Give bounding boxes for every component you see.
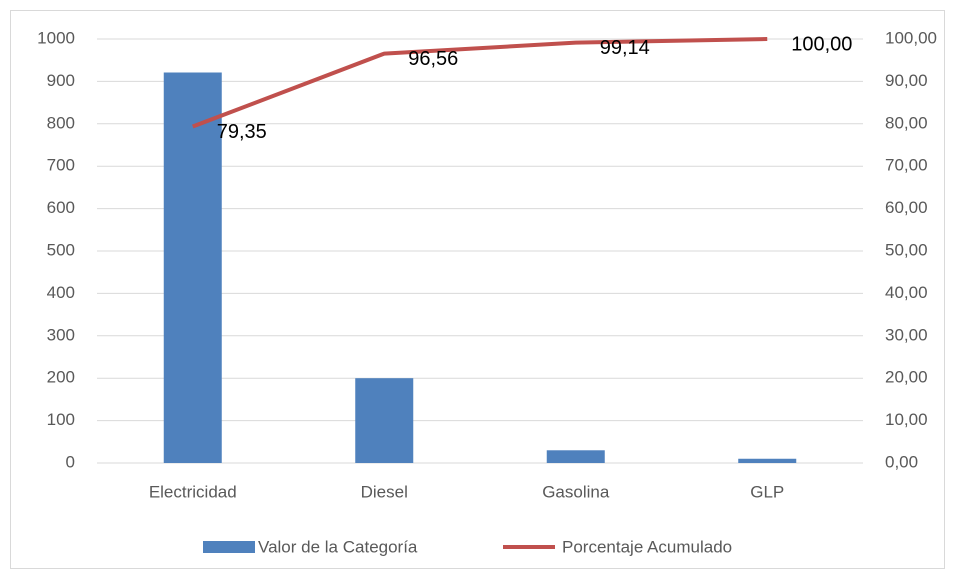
y-tick-label: 800 (47, 113, 75, 132)
y-tick-label: 600 (47, 198, 75, 217)
y-tick-label: 300 (47, 325, 75, 344)
data-label: 99,14 (600, 37, 650, 59)
y2-tick-label: 20,00 (885, 368, 928, 387)
data-label: 79,35 (217, 121, 267, 143)
y2-tick-label: 50,00 (885, 240, 928, 259)
y2-tick-label: 100,00 (885, 28, 937, 47)
y2-tick-label: 80,00 (885, 113, 928, 132)
x-tick-label: Gasolina (542, 482, 610, 501)
x-tick-label: GLP (750, 482, 784, 501)
data-label: 96,56 (408, 48, 458, 70)
line (192, 37, 768, 129)
data-label: 100,00 (791, 33, 852, 55)
y2-tick-label: 70,00 (885, 156, 928, 175)
bar (163, 72, 222, 463)
y2-tick-label: 0,00 (885, 452, 918, 471)
y-tick-label: 200 (47, 368, 75, 387)
y-tick-label: 700 (47, 156, 75, 175)
y2-tick-label: 30,00 (885, 325, 928, 344)
legend-label: Porcentaje Acumulado (562, 537, 732, 556)
bar (738, 458, 797, 463)
legend-label: Valor de la Categoría (258, 537, 418, 556)
y-tick-label: 0 (66, 452, 75, 471)
y-tick-label: 400 (47, 283, 75, 302)
y2-tick-label: 60,00 (885, 198, 928, 217)
y-tick-label: 100 (47, 410, 75, 429)
bar (355, 378, 414, 463)
y2-tick-label: 90,00 (885, 71, 928, 90)
y-tick-label: 1000 (37, 28, 75, 47)
x-tick-label: Electricidad (149, 482, 237, 501)
y-tick-label: 900 (47, 71, 75, 90)
y2-tick-label: 40,00 (885, 283, 928, 302)
y-tick-label: 500 (47, 240, 75, 259)
bar (546, 450, 605, 463)
x-tick-label: Diesel (361, 482, 408, 501)
y2-tick-label: 10,00 (885, 410, 928, 429)
legend-swatch (203, 541, 255, 553)
